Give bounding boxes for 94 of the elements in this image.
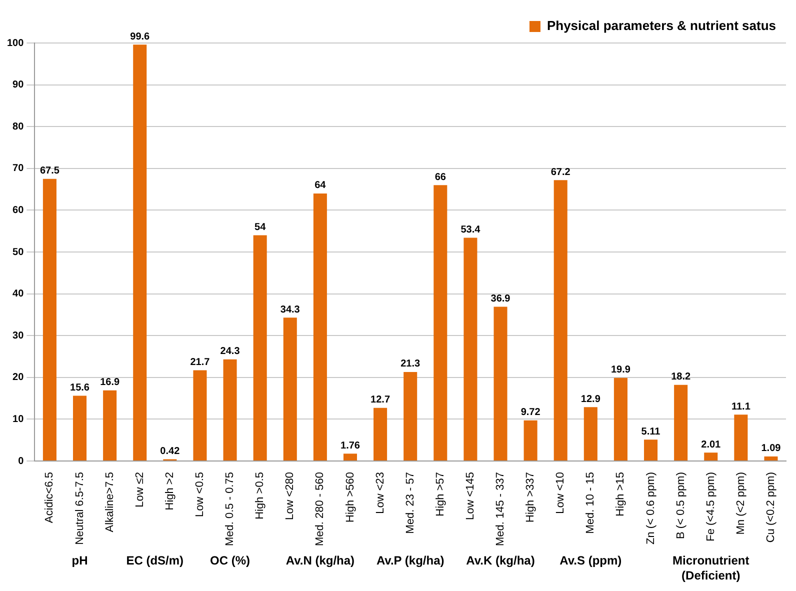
bar [734,414,748,461]
bar [434,185,448,461]
data-label: 99.6 [130,31,150,42]
bar [554,180,568,461]
y-tick-label: 50 [12,246,24,258]
text: Av.K (kg/ha) [466,553,535,568]
x-tick-label: Low <0.5 [194,472,206,517]
bar [133,44,147,461]
x-tick-label: Mn (<2 ppm) [734,472,747,535]
data-label: 67.5 [40,166,60,177]
x-tick-label: Zn (< 0.6 ppm) [644,472,657,544]
x-tick-label: B (< 0.5 ppm) [674,472,687,539]
bar [193,370,207,461]
x-tick-label: Alkaline>7.5 [104,472,116,532]
text: Micronutrient (Deficient) [672,553,750,582]
x-tick-label: Fe (<4.5 ppm) [704,472,717,542]
data-label: 21.7 [190,357,210,368]
bar [404,372,418,461]
y-tick-label: 20 [12,372,24,384]
data-label: 64 [314,180,326,192]
x-tick-label: Low ≤2 [134,472,146,508]
x-tick-label: High >15 [614,472,627,516]
text: Av.N (kg/ha) [286,553,355,568]
bar [584,407,598,461]
x-tick-label: Acidic<6.5 [44,472,56,524]
y-tick-label: 30 [12,330,24,342]
x-tick-label: High >0.5 [254,472,266,520]
data-label: 12.9 [580,394,601,405]
text: Av.S (ppm) [560,553,622,568]
y-tick-label: 0 [18,456,24,467]
data-label: 12.7 [370,394,390,406]
x-tick-label: Low <280 [284,472,296,520]
bar [73,396,87,461]
text: pH [72,553,88,568]
x-tick-label: Med. 0.5 - 0.75 [224,472,236,546]
data-label: 1.09 [761,443,782,454]
text: EC (dS/m) [126,553,184,568]
text: OC (%) [210,553,250,568]
data-label: 24.3 [220,346,240,358]
y-tick-label: 60 [12,204,24,216]
x-tick-label: High >2 [164,472,176,510]
x-tick-label: High >560 [344,472,356,522]
data-label: 16.9 [100,377,120,388]
data-label: 18.2 [671,372,691,383]
data-label: 67.2 [550,166,571,178]
data-label: 15.6 [70,382,90,394]
data-label: 53.4 [460,224,481,236]
x-tick-label: Med. 10 - 15 [584,472,597,534]
data-label: 2.01 [701,439,722,450]
x-tick-label: Neutral 6.5-7.5 [74,472,86,545]
x-tick-label: Med. 145 - 337 [494,472,507,546]
data-label: 34.3 [280,304,300,316]
x-tick-label: High >57 [434,472,446,516]
y-tick-label: 70 [12,163,24,174]
bar [764,456,778,461]
data-label: 9.72 [520,407,541,418]
bar [644,440,658,461]
bar [103,390,117,461]
data-label: 11.1 [731,401,751,412]
bar [313,193,327,461]
x-tick-label: Low <145 [464,472,476,520]
bar [42,178,56,461]
y-tick-label: 100 [6,38,24,49]
x-tick-label: Med. 23 - 57 [404,472,416,534]
bar [223,359,237,461]
y-tick-label: 90 [12,80,24,91]
data-label: 66 [434,172,446,183]
data-label: 21.3 [400,358,421,370]
data-label: 54 [254,222,266,234]
y-tick-label: 40 [12,288,24,300]
bar [494,306,508,461]
x-tick-label: Cu (<0.2 ppm) [765,472,778,543]
data-label: 1.76 [340,440,360,452]
data-label: 36.9 [490,294,511,305]
bar [524,420,538,461]
x-tick-label: High >337 [524,472,537,522]
x-tick-label: Low <23 [374,472,386,514]
bar [704,452,718,461]
bar [674,384,688,461]
bar [283,318,297,461]
x-tick-label: Low <10 [554,472,567,514]
bar [464,238,478,461]
y-tick-label: 80 [12,121,24,132]
bar [374,408,388,461]
data-label: 0.42 [160,446,180,457]
x-tick-label: Med. 280 - 560 [314,472,326,546]
y-tick-label: 10 [12,414,24,425]
text: Av.P (kg/ha) [376,553,444,568]
bar [253,235,267,461]
legend-label: Physical parameters & nutrient satus [546,18,776,34]
data-label: 19.9 [610,364,631,376]
bar [614,378,628,461]
bar [343,454,357,461]
data-label: 5.11 [641,426,661,438]
